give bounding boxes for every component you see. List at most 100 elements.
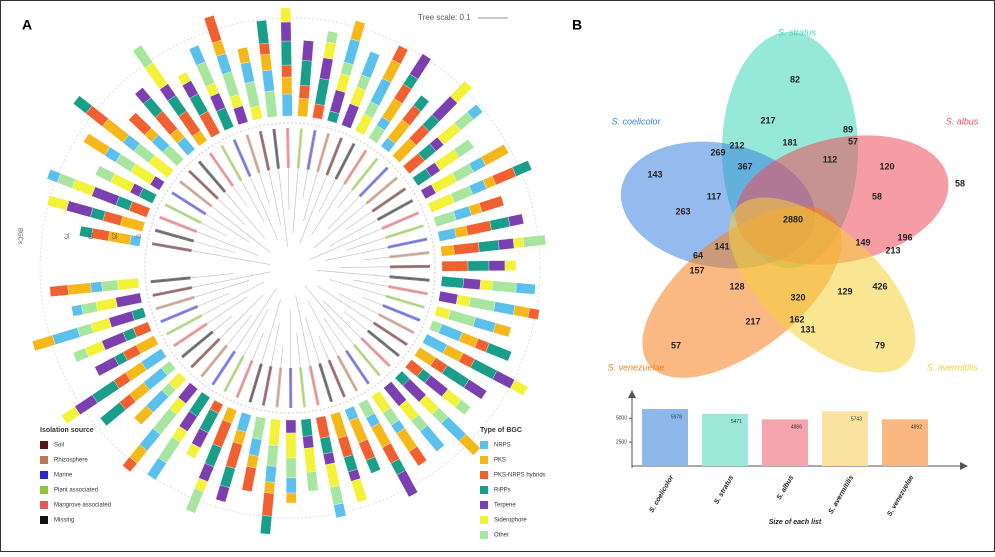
venn-count: 367 bbox=[737, 161, 752, 171]
bar-value: 5978 bbox=[671, 414, 682, 420]
isolation-dot bbox=[245, 134, 261, 174]
bgc-segment bbox=[128, 112, 152, 136]
scale-tick-label: 25 bbox=[110, 233, 116, 240]
set-name: S. avermitilis bbox=[926, 362, 978, 372]
isolation-dot bbox=[211, 350, 236, 386]
set-name: S. venezuelae bbox=[607, 362, 664, 372]
bgc-segment bbox=[146, 457, 167, 481]
bar-value: 5471 bbox=[731, 419, 742, 425]
set-name: S. albus bbox=[946, 116, 979, 126]
venn-count: 82 bbox=[790, 74, 800, 84]
bgc-segment bbox=[215, 484, 230, 503]
isolation-dot bbox=[366, 329, 400, 358]
bgc-segment bbox=[512, 160, 533, 177]
venn-set bbox=[728, 197, 916, 373]
set-name: S. coelicolor bbox=[611, 116, 661, 126]
tree-leaf bbox=[329, 144, 509, 247]
isolation-dot bbox=[389, 251, 430, 259]
isolation-dot bbox=[365, 176, 398, 205]
tree-leaf bbox=[146, 287, 277, 481]
bgc-segment bbox=[391, 45, 409, 65]
legend-label: PKS bbox=[494, 458, 506, 464]
bgc-segment bbox=[67, 282, 92, 296]
isolation-dot bbox=[316, 132, 330, 173]
venn-count: 112 bbox=[823, 154, 838, 164]
tree-leaf bbox=[295, 295, 347, 518]
bgc-segment bbox=[73, 95, 93, 114]
bgc-segment bbox=[322, 451, 336, 466]
isolation-dot bbox=[188, 169, 219, 200]
bgc-segment bbox=[488, 260, 506, 271]
venn-count: 213 bbox=[885, 245, 900, 255]
bar bbox=[882, 419, 928, 466]
legend-label: Plant associated bbox=[54, 488, 98, 494]
tree-leaf bbox=[71, 271, 271, 317]
bgc-segment bbox=[325, 30, 339, 44]
bar bbox=[822, 411, 868, 466]
isolation-dot bbox=[181, 330, 214, 359]
bgc-segment bbox=[504, 260, 517, 271]
bgc-segment bbox=[479, 279, 493, 291]
tree-leaf bbox=[352, 279, 540, 320]
isolation-dot bbox=[344, 349, 370, 385]
bgc-segment bbox=[286, 492, 297, 504]
bgc-segment bbox=[507, 213, 525, 227]
venn-count: 181 bbox=[782, 137, 797, 147]
tree-leaf bbox=[94, 165, 227, 237]
isolation-dot bbox=[306, 129, 317, 170]
legend-label: Mangrove associated bbox=[54, 503, 111, 509]
isolation-dot bbox=[172, 322, 208, 348]
tree-leaf bbox=[203, 15, 270, 205]
venn-count: 212 bbox=[729, 140, 744, 150]
tree-leaf bbox=[345, 139, 475, 230]
tree-leaf bbox=[311, 53, 432, 235]
bgc-segment bbox=[350, 20, 366, 42]
bgc-segment bbox=[408, 446, 427, 467]
legend-swatch bbox=[40, 501, 48, 509]
venn-count: 162 bbox=[789, 314, 804, 324]
bgc-segment bbox=[90, 281, 103, 293]
venn-count: 79 bbox=[875, 340, 885, 350]
isolation-dot bbox=[298, 367, 307, 408]
tree-leaf bbox=[307, 300, 418, 498]
y-tick-label: 5000 bbox=[616, 416, 627, 422]
venn-count: 157 bbox=[689, 265, 704, 275]
legend-swatch bbox=[40, 486, 48, 494]
tree-leaf bbox=[327, 80, 473, 230]
isolation-dot bbox=[376, 199, 414, 222]
isolation-dot bbox=[220, 145, 243, 182]
venn-count: 2880 bbox=[783, 214, 803, 224]
isolation-dot bbox=[296, 128, 303, 169]
legend-label: Other bbox=[494, 533, 509, 539]
set-name: S. stratus bbox=[778, 27, 817, 37]
bar bbox=[762, 419, 808, 466]
bgc-segment bbox=[463, 379, 488, 400]
tree-leaf bbox=[128, 112, 246, 226]
bar bbox=[702, 413, 748, 466]
guide-circle bbox=[144, 122, 436, 414]
scale-tick-label: 50 bbox=[86, 233, 92, 240]
bgc-segment bbox=[299, 60, 313, 87]
bgc-segment bbox=[260, 515, 273, 535]
venn-count: 263 bbox=[675, 206, 690, 216]
bgc-segment bbox=[185, 488, 204, 514]
isolation-dot bbox=[164, 203, 202, 225]
bgc-segment bbox=[409, 53, 432, 80]
isolation-dot bbox=[286, 127, 290, 169]
tree-leaf bbox=[296, 332, 319, 492]
venn-count: 129 bbox=[837, 286, 852, 296]
bgc-segment bbox=[99, 402, 126, 427]
y-tick-label: 2500 bbox=[616, 439, 627, 445]
tree-leaf bbox=[303, 20, 366, 221]
isolation-dot bbox=[190, 337, 221, 369]
venn-count: 320 bbox=[790, 292, 805, 302]
bgc-segment bbox=[297, 97, 310, 118]
bgc-segment bbox=[440, 276, 464, 289]
bgc-segment bbox=[83, 133, 111, 156]
bar bbox=[642, 408, 688, 466]
tree-leaf bbox=[316, 285, 488, 400]
tree-leaf bbox=[185, 309, 269, 459]
tree-leaf bbox=[256, 19, 288, 248]
isolation-dot bbox=[258, 130, 271, 171]
bgc-segment bbox=[46, 195, 70, 211]
